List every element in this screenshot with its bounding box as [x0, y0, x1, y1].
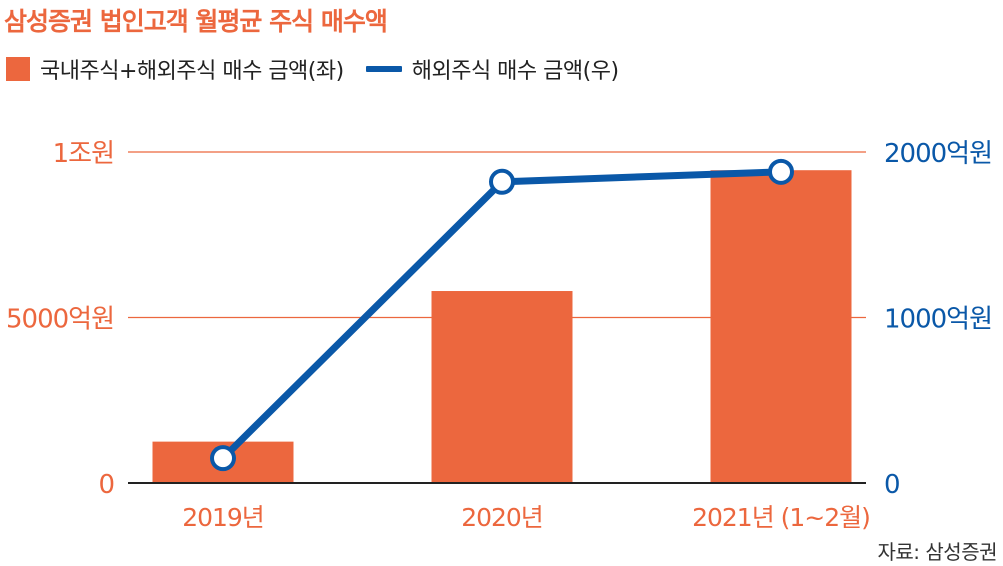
- legend-bar-swatch: [6, 57, 30, 81]
- left-axis-tick-label: 5000억원: [6, 305, 114, 335]
- chart-title: 삼성증권 법인고객 월평균 주식 매수액: [4, 7, 388, 36]
- right-axis-tick-label: 2000억원: [884, 139, 992, 169]
- x-axis-tick-label: 2020년: [461, 503, 543, 532]
- line-point: [768, 158, 794, 185]
- legend: 국내주식+해외주식 매수 금액(좌) 해외주식 매수 금액(우): [6, 54, 619, 84]
- legend-line-label: 해외주식 매수 금액(우): [411, 59, 619, 84]
- axes: 0 5000억원 1조원 0 1000억원 2000억원 2019년 2020년 2021년 (…: [6, 139, 993, 532]
- right-axis-tick-label: 0: [884, 470, 900, 500]
- bar: [710, 170, 852, 483]
- right-axis-tick-label: 1000억원: [884, 305, 992, 335]
- line-point: [489, 168, 515, 195]
- bars: [152, 170, 852, 483]
- legend-line-swatch: [365, 66, 402, 72]
- left-axis-tick-label: 1조원: [53, 139, 114, 169]
- line-point: [210, 445, 236, 472]
- x-axis-tick-label: 2019년: [182, 503, 264, 532]
- left-axis-tick-label: 0: [98, 470, 114, 500]
- legend-bar-label: 국내주식+해외주식 매수 금액(좌): [40, 59, 344, 84]
- source-note: 자료: 삼성증권: [877, 540, 998, 564]
- line-series: [210, 158, 794, 472]
- bar: [431, 291, 573, 483]
- x-axis-tick-label: 2021년 (1~2월): [692, 503, 870, 532]
